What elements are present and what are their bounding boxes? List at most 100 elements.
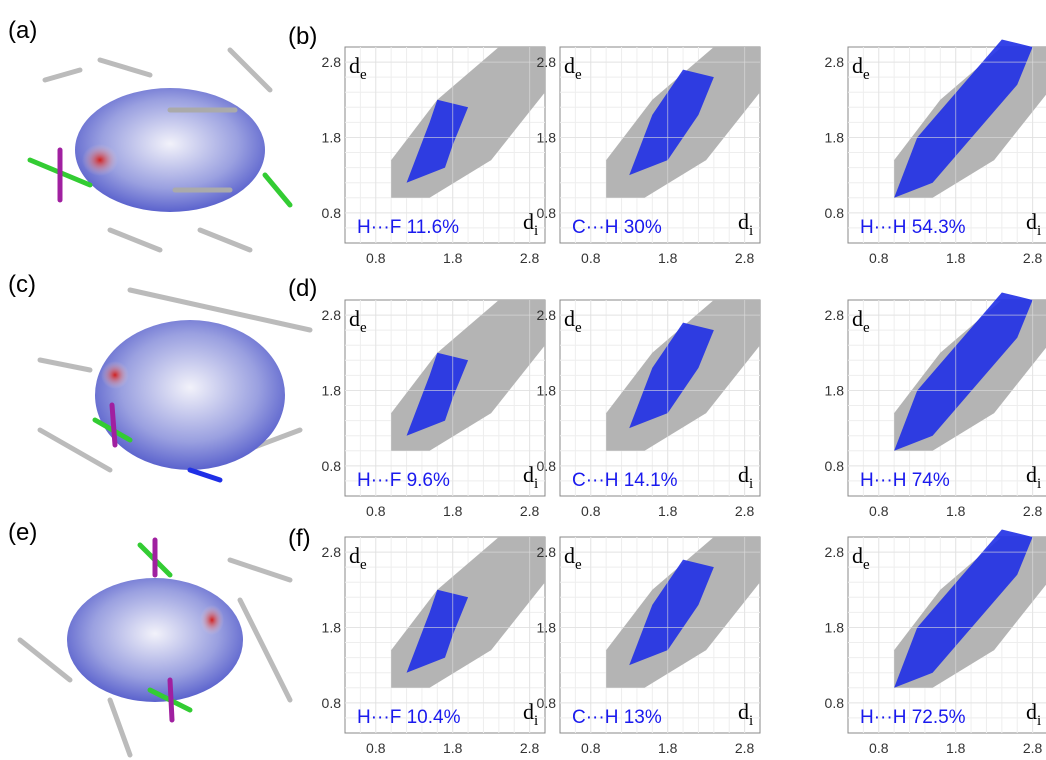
annotation: H···H 54.3% — [860, 217, 966, 238]
x-tick-label: 2.8 — [735, 250, 755, 266]
annotation: H···F 11.6% — [357, 217, 459, 238]
axis-label-sub: e — [863, 320, 870, 336]
axis-label-sub: i — [1037, 476, 1041, 492]
axis-label-main: d — [523, 462, 534, 487]
axis-label-main: d — [738, 209, 749, 234]
y-tick-label: 1.8 — [825, 619, 845, 635]
y-tick-label: 2.8 — [537, 54, 557, 70]
x-tick-label: 0.8 — [366, 250, 386, 266]
x-tick-label: 1.8 — [946, 740, 966, 756]
axis-label-main: d — [523, 699, 534, 724]
fingerprint-plot: 0.81.82.80.81.82.8dediC···H 30% — [537, 47, 760, 266]
axis-label-main: d — [523, 209, 534, 234]
panel-label: (d) — [288, 275, 317, 302]
y-tick-label: 1.8 — [537, 619, 557, 635]
y-tick-label: 0.8 — [537, 205, 557, 221]
y-tick-label: 2.8 — [537, 544, 557, 560]
y-tick-label: 0.8 — [825, 458, 845, 474]
panel-label: (a) — [8, 17, 37, 44]
x-tick-label: 1.8 — [443, 740, 463, 756]
annotation: H···H 72.5% — [860, 707, 966, 728]
y-tick-label: 1.8 — [322, 382, 342, 398]
y-tick-label: 1.8 — [537, 382, 557, 398]
x-tick-label: 2.8 — [520, 503, 540, 519]
molecule-c — [40, 290, 310, 480]
axis-label-main: d — [852, 543, 863, 568]
molecule-a — [30, 50, 290, 250]
annotation: H···F 10.4% — [357, 707, 461, 728]
axis-label-main: d — [852, 306, 863, 331]
y-tick-label: 0.8 — [537, 458, 557, 474]
axis-label-main: d — [564, 53, 575, 78]
x-tick-label: 0.8 — [581, 250, 601, 266]
panel-label: (c) — [8, 271, 36, 298]
x-tick-label: 2.8 — [735, 503, 755, 519]
y-tick-label: 1.8 — [537, 129, 557, 145]
annotation: C···H 13% — [572, 707, 662, 728]
x-tick-label: 0.8 — [869, 250, 889, 266]
y-tick-label: 1.8 — [322, 129, 342, 145]
y-tick-label: 0.8 — [537, 695, 557, 711]
annotation: C···H 30% — [572, 217, 662, 238]
x-tick-label: 1.8 — [443, 503, 463, 519]
x-tick-label: 1.8 — [658, 740, 678, 756]
fingerprint-plot: 0.81.82.80.81.82.8dediH···F 9.6% — [322, 300, 545, 519]
figure: (a)(b)(c)(d)(e)(f)0.81.82.80.81.82.8dedi… — [0, 0, 1046, 760]
axis-label-main: d — [1026, 699, 1037, 724]
axis-label-sub: i — [749, 713, 753, 729]
y-tick-label: 0.8 — [322, 695, 342, 711]
x-tick-label: 2.8 — [520, 740, 540, 756]
x-tick-label: 1.8 — [658, 250, 678, 266]
y-tick-label: 0.8 — [322, 458, 342, 474]
axis-label-sub: i — [534, 713, 538, 729]
x-tick-label: 0.8 — [366, 503, 386, 519]
panel-label: (e) — [8, 519, 37, 546]
y-tick-label: 0.8 — [825, 205, 845, 221]
axis-label-sub: e — [575, 67, 582, 83]
axis-label-main: d — [1026, 462, 1037, 487]
y-tick-label: 2.8 — [825, 544, 845, 560]
x-tick-label: 1.8 — [946, 250, 966, 266]
x-tick-label: 0.8 — [366, 740, 386, 756]
y-tick-label: 2.8 — [825, 307, 845, 323]
axis-label-main: d — [738, 462, 749, 487]
y-tick-label: 2.8 — [322, 54, 342, 70]
y-tick-label: 2.8 — [322, 307, 342, 323]
axis-label-main: d — [349, 306, 360, 331]
axis-label-sub: e — [575, 557, 582, 573]
annotation: H···H 74% — [860, 470, 950, 491]
axis-label-sub: i — [749, 476, 753, 492]
y-tick-label: 0.8 — [322, 205, 342, 221]
axis-label-main: d — [852, 53, 863, 78]
x-tick-label: 0.8 — [581, 503, 601, 519]
x-tick-label: 2.8 — [1023, 250, 1043, 266]
x-tick-label: 1.8 — [443, 250, 463, 266]
x-tick-label: 0.8 — [869, 740, 889, 756]
annotation: C···H 14.1% — [572, 470, 678, 491]
y-tick-label: 2.8 — [537, 307, 557, 323]
x-tick-label: 2.8 — [520, 250, 540, 266]
axis-label-main: d — [1026, 209, 1037, 234]
x-tick-label: 1.8 — [658, 503, 678, 519]
axis-label-sub: i — [534, 476, 538, 492]
x-tick-label: 2.8 — [1023, 503, 1043, 519]
axis-label-sub: i — [749, 223, 753, 239]
y-tick-label: 2.8 — [825, 54, 845, 70]
panel-label: (f) — [288, 525, 311, 552]
y-tick-label: 2.8 — [322, 544, 342, 560]
axis-label-main: d — [564, 306, 575, 331]
x-tick-label: 2.8 — [1023, 740, 1043, 756]
axis-label-sub: i — [534, 223, 538, 239]
panel-label: (b) — [288, 23, 317, 50]
x-tick-label: 0.8 — [869, 503, 889, 519]
axis-label-sub: e — [360, 557, 367, 573]
axis-label-sub: e — [863, 67, 870, 83]
y-tick-label: 1.8 — [322, 619, 342, 635]
axis-label-sub: i — [1037, 713, 1041, 729]
